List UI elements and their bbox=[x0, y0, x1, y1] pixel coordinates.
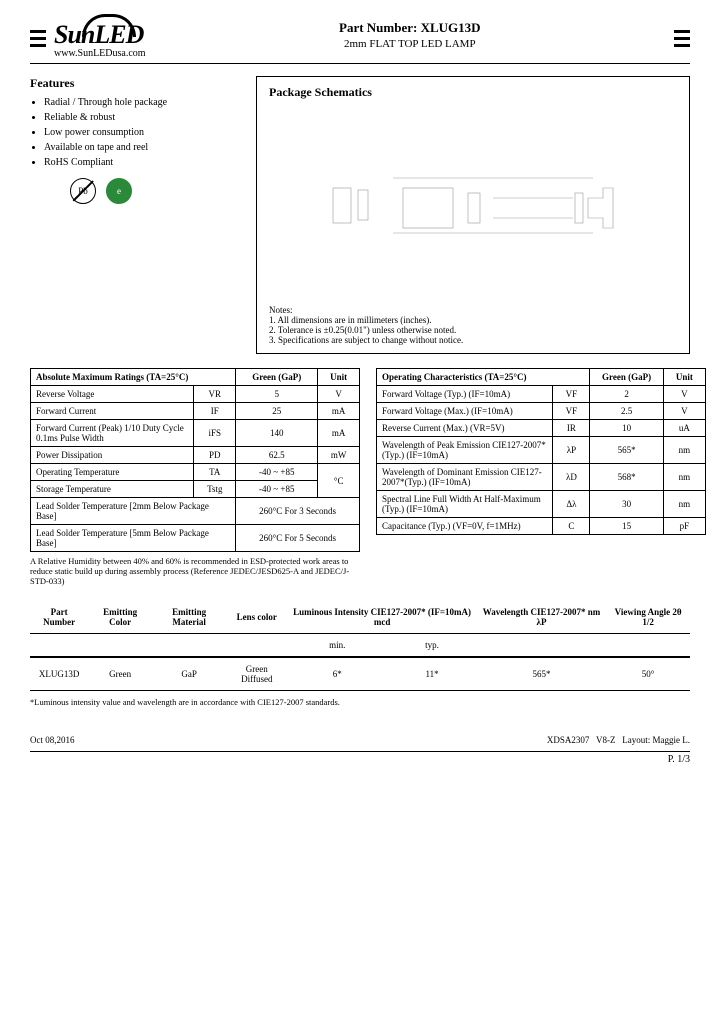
summary-header: Lens color bbox=[226, 601, 287, 634]
footer-layout: Layout: Maggie L. bbox=[622, 735, 690, 745]
summary-cell: 11* bbox=[387, 657, 477, 691]
summary-cell: 6* bbox=[287, 657, 387, 691]
menu-icon bbox=[30, 30, 46, 47]
col-unit2: Unit bbox=[663, 369, 705, 386]
pb-free-icon: Pb bbox=[70, 178, 96, 204]
features-title: Features bbox=[30, 76, 240, 91]
schematic-drawing bbox=[269, 108, 677, 297]
page-header: SunLED www.SunLEDusa.com Part Number: XL… bbox=[30, 20, 690, 64]
table-row: Capacitance (Typ.) (VF=0V, f=1MHz)C15pF bbox=[377, 518, 706, 535]
feature-item: Low power consumption bbox=[44, 127, 240, 138]
abs-max-table: Absolute Maximum Ratings (TA=25°C) Green… bbox=[30, 368, 360, 552]
table-row: Forward CurrentIF25mA bbox=[31, 403, 360, 420]
table-row: Forward Current (Peak) 1/10 Duty Cycle 0… bbox=[31, 420, 360, 447]
summary-cell: 50° bbox=[606, 657, 690, 691]
features-list: Radial / Through hole package Reliable & … bbox=[30, 97, 240, 168]
schematic-note: 1. All dimensions are in millimeters (in… bbox=[269, 315, 677, 325]
summary-cell: Green bbox=[88, 657, 152, 691]
sub-min: min. bbox=[287, 633, 387, 657]
solder2-param: Lead Solder Temperature [5mm Below Packa… bbox=[31, 525, 236, 552]
table-row: Reverse Current (Max.) (VR=5V)IR10uA bbox=[377, 420, 706, 437]
part-number: Part Number: XLUG13D bbox=[300, 20, 520, 36]
table-row: Spectral Line Full Width At Half-Maximum… bbox=[377, 491, 706, 518]
certification-icons: Pb e bbox=[70, 178, 240, 204]
feature-item: RoHS Compliant bbox=[44, 157, 240, 168]
footer-date: Oct 08,2016 bbox=[30, 735, 75, 745]
schematic-note: 2. Tolerance is ±0.25(0.01") unless othe… bbox=[269, 325, 677, 335]
footer-code: XDSA2307 bbox=[547, 735, 590, 745]
page-number: P. 1/3 bbox=[30, 751, 690, 765]
tables-row: Absolute Maximum Ratings (TA=25°C) Green… bbox=[30, 368, 690, 587]
col-green: Green (GaP) bbox=[236, 369, 318, 386]
part-block: Part Number: XLUG13D 2mm FLAT TOP LED LA… bbox=[300, 20, 520, 50]
brand-logo: SunLED www.SunLEDusa.com bbox=[54, 20, 146, 59]
table-row: Reverse VoltageVR5V bbox=[31, 386, 360, 403]
summary-header: Wavelength CIE127-2007* nm λP bbox=[477, 601, 606, 634]
summary-cell: 565* bbox=[477, 657, 606, 691]
features-panel: Features Radial / Through hole package Re… bbox=[30, 76, 240, 354]
feature-item: Reliable & robust bbox=[44, 112, 240, 123]
rohs-icon: e bbox=[106, 178, 132, 204]
op-char-table: Operating Characteristics (TA=25°C) Gree… bbox=[376, 368, 706, 535]
table-row: Forward Voltage (Typ.) (IF=10mA)VF2V bbox=[377, 386, 706, 403]
col-green2: Green (GaP) bbox=[590, 369, 663, 386]
sub-typ: typ. bbox=[387, 633, 477, 657]
top-section: Features Radial / Through hole package Re… bbox=[30, 76, 690, 354]
summary-header: Emitting Material bbox=[152, 601, 226, 634]
op-char-title: Operating Characteristics (TA=25°C) bbox=[377, 369, 590, 386]
schematics-panel: Package Schematics Notes: 1. Al bbox=[256, 76, 690, 354]
schematic-note: 3. Specifications are subject to change … bbox=[269, 335, 677, 345]
table-row: Forward Voltage (Max.) (IF=10mA)VF2.5V bbox=[377, 403, 706, 420]
summary-header: Luminous Intensity CIE127-2007* (IF=10mA… bbox=[287, 601, 476, 634]
feature-item: Radial / Through hole package bbox=[44, 97, 240, 108]
logo-url: www.SunLEDusa.com bbox=[54, 48, 146, 59]
part-description: 2mm FLAT TOP LED LAMP bbox=[300, 38, 520, 50]
summary-table: Part NumberEmitting ColorEmitting Materi… bbox=[30, 601, 690, 691]
summary-note: *Luminous intensity value and wavelength… bbox=[30, 697, 690, 707]
abs-max-footnote: A Relative Humidity between 40% and 60% … bbox=[30, 556, 360, 587]
abs-max-block: Absolute Maximum Ratings (TA=25°C) Green… bbox=[30, 368, 360, 587]
col-unit: Unit bbox=[318, 369, 360, 386]
logo-block: SunLED www.SunLEDusa.com bbox=[30, 20, 146, 59]
summary-cell: Green Diffused bbox=[226, 657, 287, 691]
schematics-title: Package Schematics bbox=[269, 85, 677, 100]
summary-header: Viewing Angle 2θ 1/2 bbox=[606, 601, 690, 634]
abs-max-title: Absolute Maximum Ratings (TA=25°C) bbox=[31, 369, 236, 386]
table-row: Power DissipationPD62.5mW bbox=[31, 447, 360, 464]
solder1-param: Lead Solder Temperature [2mm Below Packa… bbox=[31, 498, 236, 525]
menu-icon-right bbox=[674, 30, 690, 47]
notes-label: Notes: bbox=[269, 305, 677, 315]
summary-header: Emitting Color bbox=[88, 601, 152, 634]
summary-cell: GaP bbox=[152, 657, 226, 691]
schematic-notes: Notes: 1. All dimensions are in millimet… bbox=[269, 305, 677, 345]
feature-item: Available on tape and reel bbox=[44, 142, 240, 153]
table-row: Wavelength of Dominant Emission CIE127-2… bbox=[377, 464, 706, 491]
solder1-val: 260°C For 3 Seconds bbox=[236, 498, 360, 525]
summary-cell: XLUG13D bbox=[30, 657, 88, 691]
op-char-block: Operating Characteristics (TA=25°C) Gree… bbox=[376, 368, 706, 587]
table-row: Operating TemperatureTA-40 ~ +85°C bbox=[31, 464, 360, 481]
table-row: Wavelength of Peak Emission CIE127-2007*… bbox=[377, 437, 706, 464]
table-row: Storage TemperatureTstg-40 ~ +85 bbox=[31, 481, 360, 498]
solder2-val: 260°C For 5 Seconds bbox=[236, 525, 360, 552]
footer-ver: V8-Z bbox=[596, 735, 616, 745]
page-footer: Oct 08,2016 XDSA2307 V8-Z Layout: Maggie… bbox=[30, 731, 690, 745]
summary-header: Part Number bbox=[30, 601, 88, 634]
